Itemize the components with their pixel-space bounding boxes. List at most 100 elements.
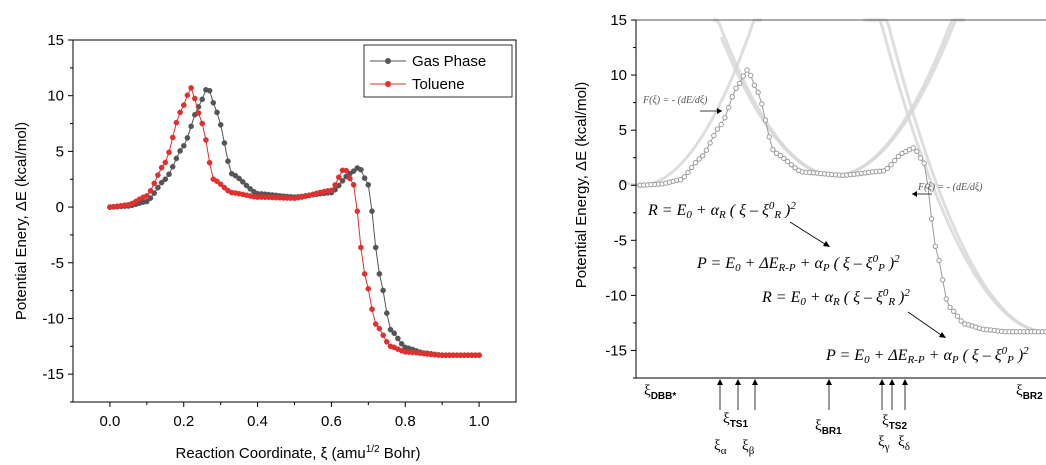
right-chart: 15 10 5 0 -5 -10 -15 Potential Energy, ΔE (kca… xyxy=(573,12,1046,457)
data-point-gas-phase xyxy=(166,172,171,177)
equation-arrow-1 xyxy=(790,222,828,246)
data-point-toluene xyxy=(377,326,382,331)
data-point-gas-phase xyxy=(377,271,382,276)
xi-alpha-label: ξα xyxy=(714,438,727,457)
xi-br1-label: ξBR1 xyxy=(815,418,842,437)
left-y-tick-label: -15 xyxy=(42,366,64,383)
data-point-energy-profile xyxy=(682,175,686,179)
equation-arrowhead-1 xyxy=(823,241,830,247)
data-point-energy-profile xyxy=(738,81,742,85)
data-point-toluene xyxy=(163,160,168,165)
data-point-toluene xyxy=(373,321,378,326)
data-point-energy-profile xyxy=(752,83,756,87)
data-point-energy-profile xyxy=(704,148,708,152)
data-point-toluene xyxy=(366,286,371,291)
data-point-gas-phase xyxy=(200,97,205,102)
fit-parabola xyxy=(721,20,965,175)
data-point-energy-profile xyxy=(929,217,933,221)
equation-r-2: R = E0 + αR ( ξ – ξ0R )2 xyxy=(761,287,910,308)
data-point-toluene xyxy=(355,209,360,214)
right-y-axis-label: Potential Energy, ΔE (kcal/mol) xyxy=(573,82,590,288)
data-point-toluene xyxy=(384,339,389,344)
equation-r-1: R = E0 + αR ( ξ – ξ0R )2 xyxy=(647,200,796,221)
data-point-gas-phase xyxy=(170,164,175,169)
data-point-gas-phase xyxy=(163,177,168,182)
right-y-tick-label: -15 xyxy=(605,342,627,359)
marker-beta-head xyxy=(752,379,758,385)
data-point-gas-phase xyxy=(373,245,378,250)
left-y-tick-label: 15 xyxy=(47,32,64,49)
marker-gamma-head xyxy=(879,379,885,385)
data-point-gas-phase xyxy=(358,167,363,172)
data-point-toluene xyxy=(369,307,374,312)
data-point-energy-profile xyxy=(712,133,716,137)
equation-arrow-2 xyxy=(908,312,944,337)
left-x-tick-label: 1.0 xyxy=(469,413,490,430)
data-point-energy-profile xyxy=(693,161,697,165)
data-point-energy-profile xyxy=(933,244,937,248)
left-y-tick-label: 10 xyxy=(47,88,64,105)
left-x-tick-label: 0.8 xyxy=(395,413,416,430)
left-y-tick-label: -5 xyxy=(51,255,64,272)
legend: Gas Phase Toluene xyxy=(364,45,512,97)
data-point-toluene xyxy=(148,188,153,193)
data-point-gas-phase xyxy=(181,143,186,148)
fit-parabola xyxy=(867,20,1046,332)
left-y-axis-label: Potential Enery, ΔE (kcal/mol) xyxy=(13,122,30,320)
marker-ts1-head xyxy=(735,379,741,385)
data-point-toluene xyxy=(477,353,482,358)
series-line-toluene xyxy=(110,88,479,355)
data-point-gas-phase xyxy=(362,176,367,181)
data-point-toluene xyxy=(347,176,352,181)
left-x-tick-label: 0.0 xyxy=(99,413,120,430)
left-x-tick-label: 0.2 xyxy=(173,413,194,430)
data-point-energy-profile xyxy=(885,166,889,170)
data-point-gas-phase xyxy=(225,159,230,164)
marker-alpha-head xyxy=(717,379,723,385)
data-point-gas-phase xyxy=(174,156,179,161)
data-point-gas-phase xyxy=(211,100,216,105)
data-point-energy-profile xyxy=(944,297,948,301)
data-point-energy-profile xyxy=(785,159,789,163)
data-point-gas-phase xyxy=(178,148,183,153)
fit-parabola xyxy=(863,20,1046,332)
data-point-gas-phase xyxy=(155,185,160,190)
xi-br2-label: ξBR2 xyxy=(1016,383,1043,402)
data-point-toluene xyxy=(185,93,190,98)
left-series xyxy=(107,85,481,358)
data-point-gas-phase xyxy=(185,135,190,140)
force-arrowhead-left xyxy=(717,108,722,114)
right-y-tick-label: 5 xyxy=(619,122,627,139)
force-arrowhead-right xyxy=(912,191,917,197)
marker-br1-head xyxy=(826,379,832,385)
data-point-toluene xyxy=(344,168,349,173)
xi-beta-label: ξβ xyxy=(742,438,755,457)
data-point-toluene xyxy=(174,120,179,125)
force-label-left: F(ξ) = - (dE/dξ) xyxy=(642,95,708,106)
left-y-tick-label: 5 xyxy=(56,143,64,160)
marker-ts2-head xyxy=(889,379,895,385)
data-point-gas-phase xyxy=(207,88,212,93)
data-point-toluene xyxy=(351,182,356,187)
left-x-tick-label: 0.6 xyxy=(321,413,342,430)
left-y-tick-label: -10 xyxy=(42,310,64,327)
data-point-toluene xyxy=(155,173,160,178)
data-point-energy-profile xyxy=(741,74,745,78)
data-point-toluene xyxy=(178,110,183,115)
data-point-gas-phase xyxy=(381,288,386,293)
equation-p-2: P = E0 + ΔER-P + αP ( ξ – ξ0P )2 xyxy=(825,345,1029,366)
data-point-toluene xyxy=(336,175,341,180)
data-point-energy-profile xyxy=(941,278,945,282)
xi-ts1-label: ξTS1 xyxy=(723,411,748,430)
data-point-gas-phase xyxy=(214,110,219,115)
data-point-toluene xyxy=(358,245,363,250)
data-point-energy-profile xyxy=(749,73,753,77)
data-point-energy-profile xyxy=(911,146,915,150)
data-point-toluene xyxy=(170,135,175,140)
data-point-energy-profile xyxy=(715,127,719,131)
data-point-energy-profile xyxy=(918,156,922,160)
data-point-energy-profile xyxy=(726,105,730,109)
force-label-right: F(ξ) = - (dE/dξ) xyxy=(917,182,983,193)
equation-arrowhead-2 xyxy=(939,332,946,338)
data-point-energy-profile xyxy=(915,149,919,153)
